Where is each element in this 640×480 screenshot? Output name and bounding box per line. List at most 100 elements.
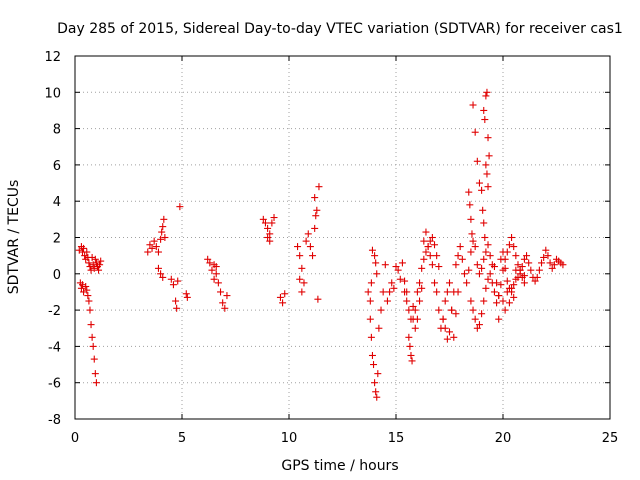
data-point bbox=[484, 134, 492, 142]
data-point bbox=[471, 243, 479, 251]
data-point bbox=[217, 288, 225, 296]
data-point bbox=[157, 270, 165, 278]
data-point bbox=[441, 324, 449, 332]
data-point bbox=[159, 273, 167, 281]
data-point bbox=[416, 279, 424, 287]
data-point bbox=[454, 252, 462, 260]
data-point bbox=[478, 310, 486, 318]
data-point bbox=[388, 279, 396, 287]
data-point bbox=[435, 263, 443, 271]
data-point bbox=[373, 270, 381, 278]
data-point bbox=[505, 299, 513, 307]
data-point bbox=[473, 261, 481, 269]
data-point bbox=[374, 370, 382, 378]
data-point bbox=[411, 306, 419, 314]
x-axis-ticks: 0 5 10 15 20 25 bbox=[71, 56, 618, 446]
data-point bbox=[314, 295, 322, 303]
data-point bbox=[214, 279, 222, 287]
y-tick-label: -2 bbox=[48, 304, 61, 319]
data-point bbox=[315, 183, 323, 191]
data-point bbox=[96, 261, 104, 269]
data-point bbox=[533, 273, 541, 281]
data-point bbox=[259, 215, 267, 223]
data-point bbox=[212, 270, 220, 278]
data-point bbox=[508, 284, 516, 292]
data-point bbox=[495, 315, 503, 323]
x-axis-label: GPS time / hours bbox=[281, 458, 398, 474]
data-point bbox=[204, 255, 212, 263]
data-point bbox=[398, 259, 406, 267]
data-point bbox=[91, 370, 99, 378]
data-point bbox=[150, 237, 158, 245]
data-point bbox=[183, 293, 191, 301]
data-point bbox=[146, 241, 154, 249]
data-point bbox=[467, 215, 475, 223]
data-point bbox=[480, 255, 488, 263]
data-point bbox=[482, 92, 490, 100]
data-point bbox=[475, 270, 483, 278]
data-point bbox=[266, 237, 274, 245]
data-point bbox=[373, 393, 381, 401]
data-point bbox=[467, 248, 475, 256]
data-point bbox=[418, 284, 426, 292]
data-point bbox=[431, 279, 439, 287]
data-point bbox=[372, 388, 380, 396]
data-point bbox=[377, 306, 385, 314]
data-point bbox=[452, 261, 460, 269]
data-point bbox=[467, 297, 475, 305]
data-point bbox=[550, 261, 558, 269]
data-point bbox=[157, 235, 165, 243]
data-point bbox=[392, 263, 400, 271]
data-point bbox=[422, 228, 430, 236]
data-point bbox=[77, 284, 85, 292]
data-point bbox=[514, 261, 522, 269]
data-point bbox=[86, 263, 94, 271]
data-point bbox=[448, 306, 456, 314]
data-point bbox=[548, 264, 556, 272]
data-point bbox=[375, 324, 383, 332]
data-point bbox=[420, 237, 428, 245]
x-tick-label: 10 bbox=[281, 431, 298, 446]
data-point bbox=[512, 275, 520, 283]
data-point bbox=[538, 259, 546, 267]
data-point bbox=[367, 333, 375, 341]
data-point bbox=[383, 297, 391, 305]
chart-title: Day 285 of 2015, Sidereal Day-to-day VTE… bbox=[57, 21, 623, 37]
data-point bbox=[527, 266, 535, 274]
data-point bbox=[542, 246, 550, 254]
data-point bbox=[261, 219, 269, 227]
data-points bbox=[75, 88, 567, 401]
data-point bbox=[83, 248, 91, 256]
data-point bbox=[160, 215, 168, 223]
x-tick-label: 5 bbox=[178, 431, 186, 446]
data-point bbox=[456, 243, 464, 251]
data-point bbox=[95, 266, 103, 274]
data-point bbox=[428, 234, 436, 241]
data-point bbox=[88, 333, 96, 341]
data-point bbox=[97, 257, 105, 265]
data-point bbox=[159, 223, 167, 231]
y-tick-label: 2 bbox=[53, 232, 61, 247]
data-point bbox=[499, 248, 507, 256]
data-point bbox=[503, 288, 511, 296]
data-point bbox=[405, 333, 413, 341]
data-point bbox=[148, 244, 156, 252]
x-tick-label: 15 bbox=[388, 431, 405, 446]
data-point bbox=[483, 88, 491, 96]
data-point bbox=[88, 253, 96, 261]
x-tick-label: 20 bbox=[495, 431, 512, 446]
data-point bbox=[413, 288, 421, 296]
y-tick-label: 12 bbox=[44, 50, 61, 65]
data-point bbox=[406, 342, 414, 350]
data-point bbox=[523, 252, 531, 260]
data-point bbox=[396, 275, 404, 283]
data-point bbox=[424, 243, 432, 251]
data-point bbox=[493, 279, 501, 287]
data-point bbox=[520, 255, 528, 263]
data-point bbox=[264, 224, 272, 232]
data-point bbox=[480, 297, 488, 305]
data-point bbox=[486, 252, 494, 260]
data-point bbox=[471, 128, 479, 136]
data-point bbox=[394, 266, 402, 274]
data-point bbox=[221, 304, 229, 312]
